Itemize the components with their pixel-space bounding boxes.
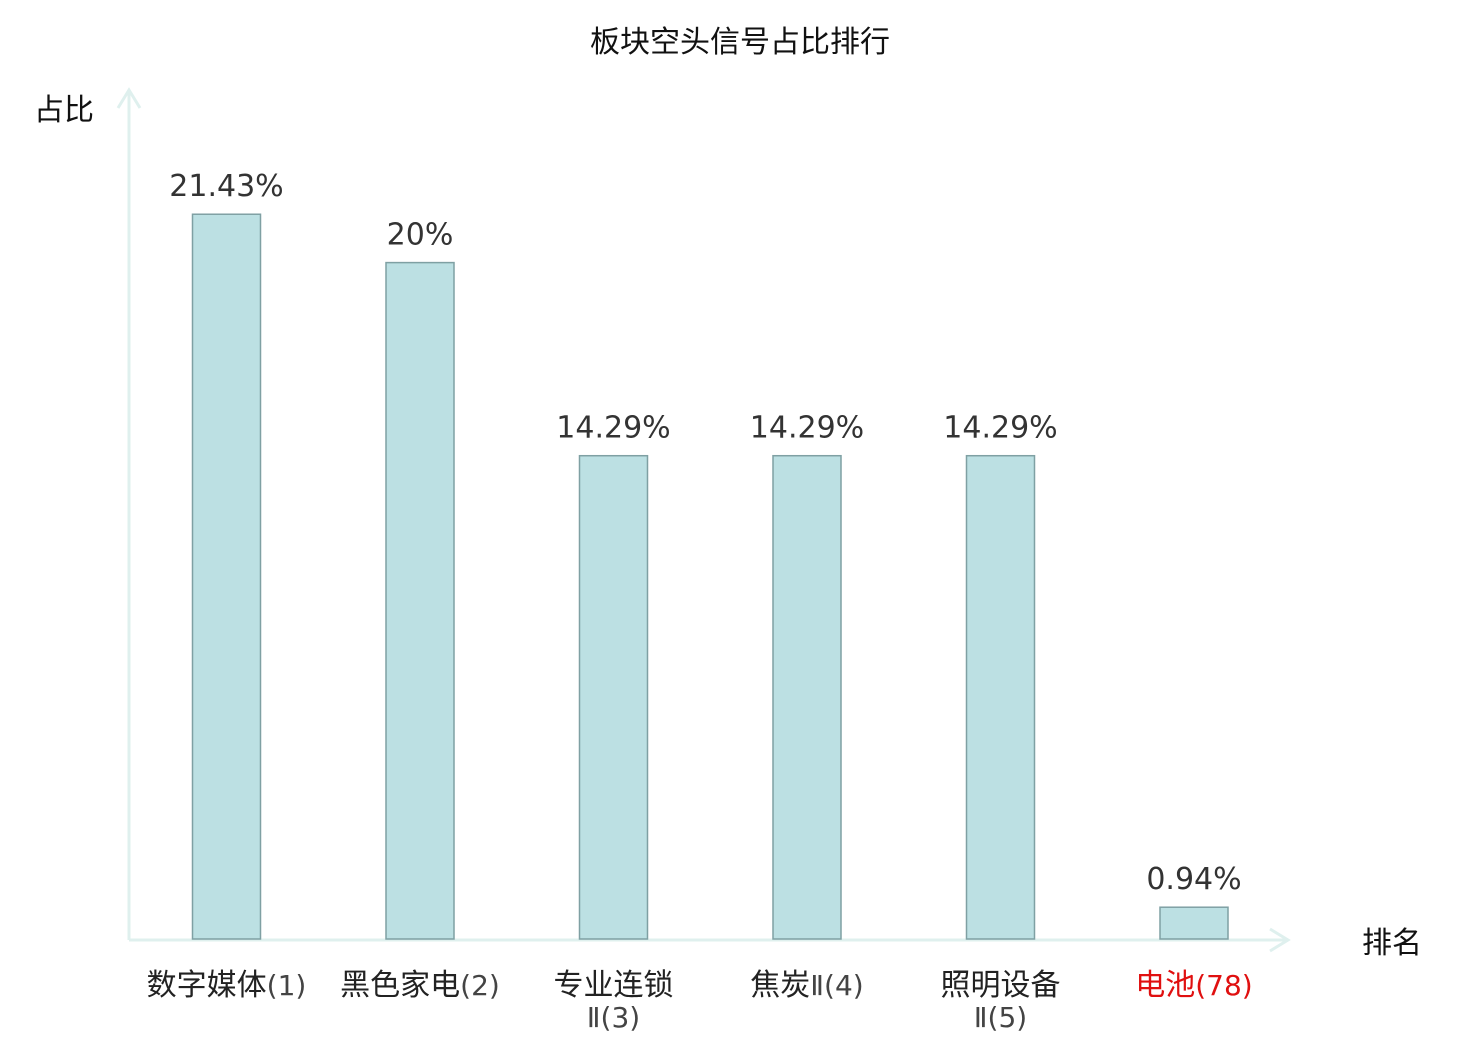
- category-name: 黑色家电: [340, 968, 460, 1003]
- category-name: 电池: [1135, 968, 1195, 1003]
- bar: [772, 454, 842, 940]
- value-label: 20%: [387, 218, 454, 253]
- category-label: 黑色家电(2): [340, 968, 500, 1003]
- category-label: 数字媒体(1): [147, 968, 307, 1003]
- category-rank: (78): [1195, 969, 1252, 1002]
- category-rank: (2): [460, 969, 500, 1002]
- value-label: 14.29%: [556, 411, 670, 446]
- x-axis-arrow: [1269, 927, 1291, 953]
- category-rank: Ⅱ(4): [810, 969, 863, 1002]
- bar: [385, 261, 455, 940]
- value-label: 0.94%: [1146, 862, 1241, 897]
- bar: [965, 454, 1036, 940]
- category-label: 电池(78): [1135, 968, 1252, 1003]
- chart-title: 板块空头信号占比排行: [590, 25, 890, 60]
- value-label: 14.29%: [750, 411, 864, 446]
- value-label: 14.29%: [943, 411, 1057, 446]
- bars: [191, 213, 1229, 940]
- category-name: 数字媒体: [147, 968, 267, 1003]
- category-name: 专业连锁: [554, 968, 674, 1003]
- x-axis-label: 排名: [1362, 926, 1422, 961]
- category-rank: Ⅱ(5): [974, 1001, 1027, 1034]
- category-label: 专业连锁 Ⅱ(3): [554, 968, 674, 1034]
- y-axis-arrow: [116, 87, 142, 109]
- bar: [191, 213, 262, 940]
- bar: [1159, 906, 1229, 940]
- category-rank: (1): [267, 969, 307, 1002]
- category-rank: Ⅱ(3): [587, 1001, 640, 1034]
- y-axis-label: 占比: [34, 93, 94, 128]
- value-labels: 21.43% 20% 14.29% 14.29% 14.29% 0.94%: [169, 169, 1241, 897]
- category-name: 焦炭: [750, 968, 810, 1003]
- category-name: 照明设备: [941, 968, 1061, 1003]
- bar: [578, 454, 649, 940]
- value-label: 21.43%: [169, 169, 283, 204]
- category-labels: 数字媒体(1) 黑色家电(2) 专业连锁 Ⅱ(3) 焦炭Ⅱ(4) 照明设备 Ⅱ(5) 电池(7…: [147, 968, 1253, 1034]
- axes: [116, 87, 1291, 953]
- category-label: 焦炭Ⅱ(4): [750, 968, 863, 1003]
- category-label: 照明设备 Ⅱ(5): [941, 968, 1061, 1034]
